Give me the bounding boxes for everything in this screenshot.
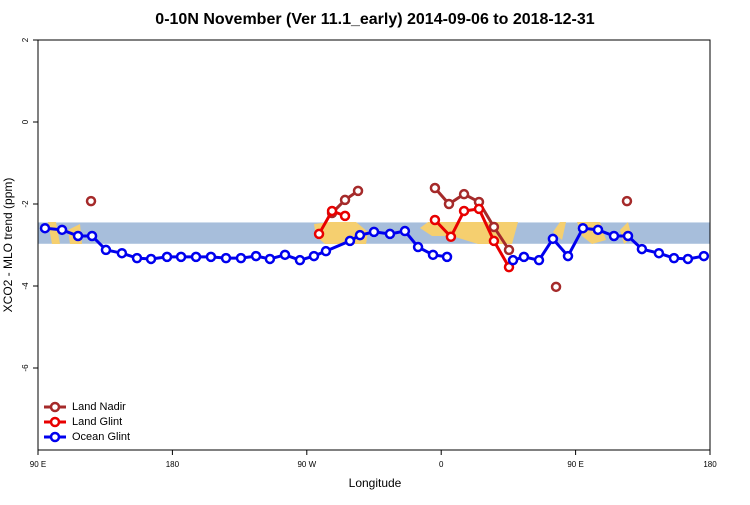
point <box>547 233 559 245</box>
point <box>131 252 143 264</box>
y-tick-label: -6 <box>21 364 30 372</box>
point <box>320 245 332 257</box>
land-patch <box>553 222 566 240</box>
point <box>622 230 634 242</box>
point <box>458 205 470 217</box>
point <box>313 228 325 240</box>
point <box>443 198 455 210</box>
point <box>205 251 217 263</box>
point <box>562 250 574 262</box>
x-tick-label: 90 E <box>567 460 583 469</box>
x-axis-label: Longitude <box>349 476 402 490</box>
point <box>429 214 441 226</box>
point <box>264 253 276 265</box>
point <box>682 253 694 265</box>
x-tick-label: 0 <box>439 460 444 469</box>
point <box>344 235 356 247</box>
point <box>488 221 500 233</box>
legend-marker <box>49 401 61 413</box>
legend-marker <box>49 431 61 443</box>
point <box>85 195 97 207</box>
y-tick-label: -2 <box>21 200 30 208</box>
point <box>72 230 84 242</box>
point <box>384 228 396 240</box>
point <box>352 185 364 197</box>
point <box>326 205 338 217</box>
point <box>441 251 453 263</box>
point <box>592 224 604 236</box>
point <box>550 281 562 293</box>
point <box>473 203 485 215</box>
point <box>100 244 112 256</box>
point <box>190 251 202 263</box>
point <box>354 229 366 241</box>
point <box>294 254 306 266</box>
x-tick-label: 180 <box>703 460 717 469</box>
point <box>339 210 351 222</box>
point <box>503 244 515 256</box>
point <box>39 222 51 234</box>
point <box>533 254 545 266</box>
x-tick-label: 90 E <box>30 460 46 469</box>
y-axis-label: XCO2 - MLO trend (ppm) <box>1 178 15 313</box>
point <box>161 251 173 263</box>
legend-label: Land Glint <box>72 416 122 428</box>
point <box>577 222 589 234</box>
chart-title: 0-10N November (Ver 11.1_early) 2014-09-… <box>155 11 594 28</box>
plot-frame <box>37 39 711 451</box>
point <box>145 253 157 265</box>
point <box>488 235 500 247</box>
point <box>250 250 262 262</box>
point <box>668 252 680 264</box>
legend-label: Land Nadir <box>72 401 126 413</box>
point <box>220 252 232 264</box>
point <box>427 249 439 261</box>
point <box>698 250 710 262</box>
x-tick-label: 90 W <box>297 460 316 469</box>
point <box>86 230 98 242</box>
point <box>308 250 320 262</box>
point <box>175 251 187 263</box>
point <box>621 195 633 207</box>
point <box>429 182 441 194</box>
point <box>445 231 457 243</box>
point <box>518 251 530 263</box>
y-tick-label: 0 <box>21 119 30 124</box>
point <box>368 226 380 238</box>
point <box>56 224 68 236</box>
point <box>235 252 247 264</box>
point <box>412 241 424 253</box>
point <box>116 247 128 259</box>
point <box>653 247 665 259</box>
point <box>507 254 519 266</box>
legend-label: Ocean Glint <box>72 431 130 443</box>
point <box>458 188 470 200</box>
y-tick-label: 2 <box>21 37 30 42</box>
point <box>399 225 411 237</box>
legend-marker <box>49 416 61 428</box>
x-tick-label: 180 <box>166 460 180 469</box>
point <box>608 230 620 242</box>
point <box>636 243 648 255</box>
y-tick-label: -4 <box>21 282 30 290</box>
point <box>279 249 291 261</box>
point <box>339 194 351 206</box>
